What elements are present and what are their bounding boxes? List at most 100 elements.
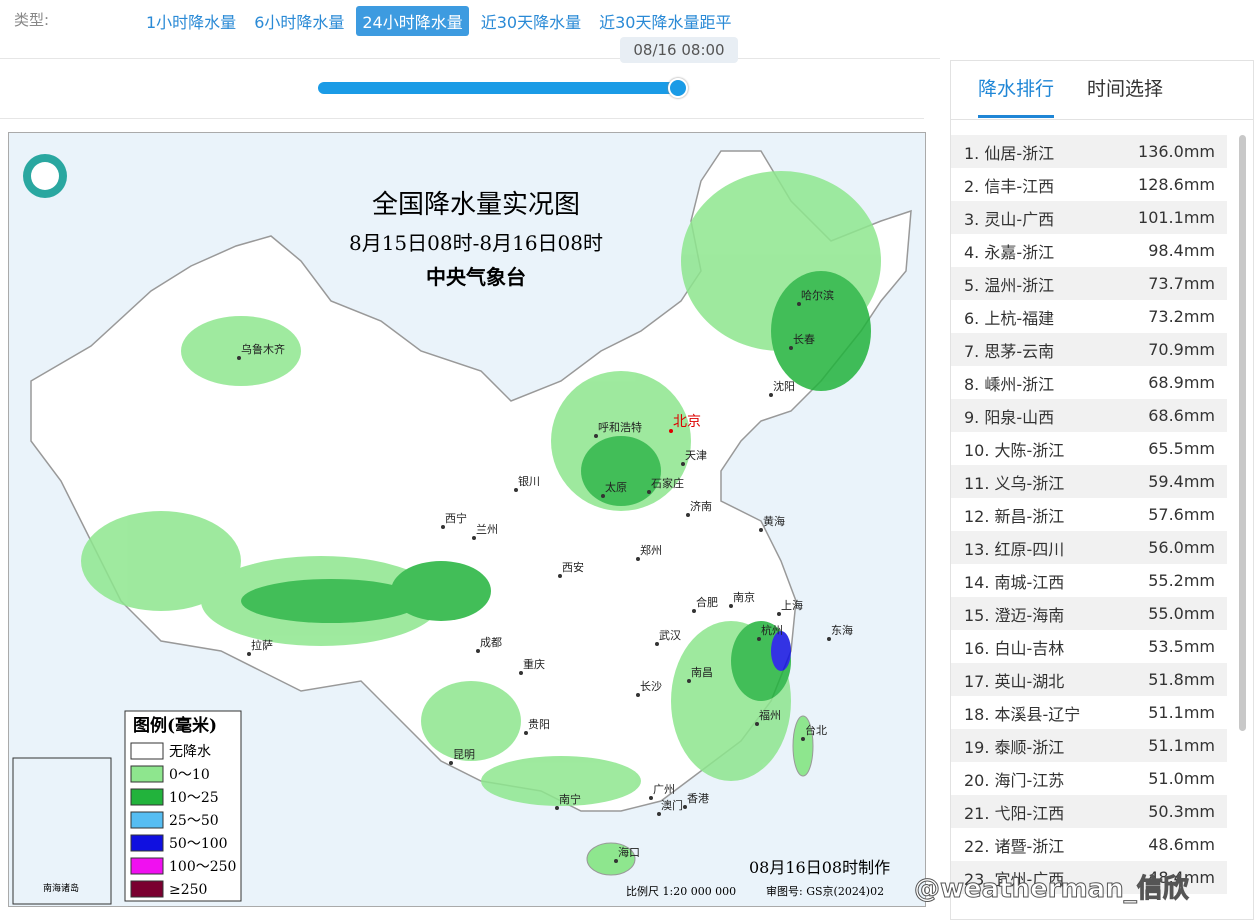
city-dot	[755, 722, 759, 726]
city-dot	[757, 637, 761, 641]
ranking-row[interactable]: 18. 本溪县-辽宁 51.1mm	[951, 696, 1227, 729]
ranking-row[interactable]: 17. 英山-湖北 51.8mm	[951, 663, 1227, 696]
made-time: 08月16日08时制作	[749, 858, 890, 877]
city-dot	[476, 649, 480, 653]
ranking-row[interactable]: 14. 南城-江西 55.2mm	[951, 564, 1227, 597]
ranking-row[interactable]: 1. 仙居-浙江 136.0mm	[951, 135, 1227, 168]
ranking-row[interactable]: 20. 海门-江苏 51.0mm	[951, 762, 1227, 795]
city-dot	[777, 612, 781, 616]
type-tab[interactable]: 24小时降水量	[356, 6, 469, 36]
city-dot	[797, 302, 801, 306]
city-dot	[636, 693, 640, 697]
panel-tab[interactable]: 时间选择	[1087, 78, 1164, 100]
inset-label: 南海诸岛	[43, 882, 79, 894]
station-name: 10. 大陈-浙江	[964, 440, 1065, 460]
type-label: 类型:	[14, 11, 50, 29]
city-dot	[801, 737, 805, 741]
type-tab[interactable]: 近30天降水量距平	[599, 13, 732, 32]
ranking-row[interactable]: 5. 温州-浙江 73.7mm	[951, 267, 1227, 300]
city-label: 南宁	[559, 792, 581, 806]
rain-amount: 55.2mm	[1148, 571, 1215, 590]
city-label: 拉萨	[251, 638, 273, 652]
type-tab[interactable]: 6小时降水量	[254, 13, 345, 32]
rain-amount: 68.9mm	[1148, 373, 1215, 392]
city-dot	[827, 637, 831, 641]
rain-amount: 57.6mm	[1148, 505, 1215, 524]
ranking-row[interactable]: 3. 灵山-广西 101.1mm	[951, 201, 1227, 234]
city-label: 南京	[733, 590, 755, 604]
city-label: 银川	[518, 474, 540, 488]
ranking-row[interactable]: 22. 诸暨-浙江 48.6mm	[951, 828, 1227, 861]
city-label: 天津	[685, 449, 707, 462]
ranking-row[interactable]: 10. 大陈-浙江 65.5mm	[951, 432, 1227, 465]
city-label: 西安	[562, 560, 584, 574]
city-dot	[681, 462, 685, 466]
city-label: 海口	[618, 845, 640, 859]
city-label: 呼和浩特	[598, 420, 642, 434]
rain-amount: 73.2mm	[1148, 307, 1215, 326]
rain-amount: 51.8mm	[1148, 670, 1215, 689]
ranking-row[interactable]: 11. 义乌-浙江 59.4mm	[951, 465, 1227, 498]
slider-knob[interactable]	[668, 78, 688, 98]
ranking-row[interactable]: 15. 澄迈-海南 55.0mm	[951, 597, 1227, 630]
ranking-row[interactable]: 13. 红原-四川 56.0mm	[951, 531, 1227, 564]
city-label: 香港	[687, 792, 709, 805]
city-dot	[524, 731, 528, 735]
city-dot	[247, 652, 251, 656]
ranking-row[interactable]: 21. 弋阳-江西 50.3mm	[951, 795, 1227, 828]
city-label: 石家庄	[651, 476, 684, 490]
station-name: 5. 温州-浙江	[964, 275, 1055, 295]
slider-track[interactable]	[318, 82, 680, 94]
rain-amount: 55.0mm	[1148, 604, 1215, 623]
station-name: 7. 思茅-云南	[964, 341, 1055, 361]
city-label: 合肥	[696, 595, 718, 609]
station-name: 2. 信丰-江西	[964, 176, 1055, 196]
panel-tab[interactable]: 降水排行	[978, 74, 1055, 118]
ranking-row[interactable]: 9. 阳泉-山西 68.6mm	[951, 399, 1227, 432]
ranking-row[interactable]: 2. 信丰-江西 128.6mm	[951, 168, 1227, 201]
rain-amount: 51.0mm	[1148, 769, 1215, 788]
city-label: 南昌	[691, 666, 713, 679]
station-name: 16. 白山-吉林	[964, 638, 1065, 658]
ranking-row[interactable]: 7. 思茅-云南 70.9mm	[951, 333, 1227, 366]
rain-amount: 51.1mm	[1148, 703, 1215, 722]
type-tab[interactable]: 近30天降水量	[480, 13, 582, 32]
city-label: 黄海	[763, 514, 785, 528]
logo	[31, 162, 59, 190]
legend: 无降水 0～10 10～25 25～50 50～100 100～250 ≥250	[130, 742, 236, 898]
ranking-row[interactable]: 16. 白山-吉林 53.5mm	[951, 630, 1227, 663]
ranking-row[interactable]: 4. 永嘉-浙江 98.4mm	[951, 234, 1227, 267]
city-dot	[555, 806, 559, 810]
city-dot	[647, 490, 651, 494]
rain-amount: 65.5mm	[1148, 439, 1215, 458]
city-label: 成都	[480, 636, 502, 649]
legend-swatch	[130, 811, 164, 829]
ranking-row[interactable]: 23. 宜州-广西 48.4mm	[951, 861, 1227, 894]
rain-amount: 48.6mm	[1148, 835, 1215, 854]
city-label: 重庆	[523, 657, 545, 671]
city-dot	[683, 805, 687, 809]
station-name: 8. 嵊州-浙江	[964, 374, 1055, 394]
station-name: 14. 南城-江西	[964, 572, 1065, 592]
station-name: 13. 红原-四川	[964, 539, 1065, 559]
ranking-row[interactable]: 6. 上杭-福建 73.2mm	[951, 300, 1227, 333]
city-dot	[692, 609, 696, 613]
legend-label: 无降水	[169, 744, 211, 760]
map-subtitle: 8月15日08时-8月16日08时	[349, 231, 603, 255]
station-name: 20. 海门-江苏	[964, 770, 1065, 790]
rain-amount: 51.1mm	[1148, 736, 1215, 755]
rain-areas	[81, 171, 881, 806]
rain-amount: 53.5mm	[1148, 637, 1215, 656]
city-label: 西宁	[445, 511, 467, 525]
ranking-row[interactable]: 19. 泰顺-浙江 51.1mm	[951, 729, 1227, 762]
legend-swatch	[130, 834, 164, 852]
rain-amount: 70.9mm	[1148, 340, 1215, 359]
ranking-row[interactable]: 8. 嵊州-浙江 68.9mm	[951, 366, 1227, 399]
ranking-row[interactable]: 12. 新昌-浙江 57.6mm	[951, 498, 1227, 531]
scrollbar[interactable]	[1239, 135, 1246, 731]
divider	[0, 118, 924, 119]
type-tab[interactable]: 1小时降水量	[146, 13, 237, 32]
city-label: 哈尔滨	[801, 288, 834, 302]
